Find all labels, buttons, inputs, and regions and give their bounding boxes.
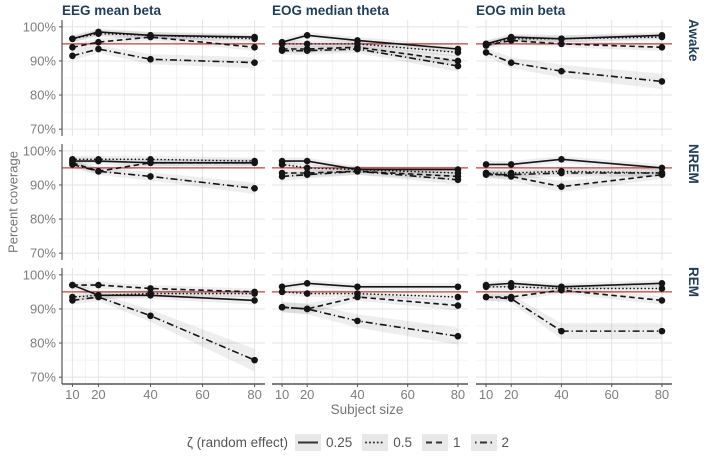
- svg-text:80: 80: [451, 387, 465, 402]
- svg-text:20: 20: [91, 387, 105, 402]
- facet-row-label-nrem: NREM: [686, 144, 701, 184]
- svg-text:100%: 100%: [23, 267, 57, 282]
- y-axis-title: Percent coverage: [5, 151, 21, 253]
- svg-text:20: 20: [504, 387, 518, 402]
- svg-text:80: 80: [655, 387, 669, 402]
- svg-text:90%: 90%: [30, 301, 56, 316]
- facet-row-label-rem: REM: [686, 267, 701, 297]
- facet-col-title-eog-min-beta: EOG min beta: [476, 3, 566, 18]
- legend-item-05: 0.5: [362, 434, 412, 451]
- svg-text:60: 60: [195, 387, 209, 402]
- dashed-line-key-icon: [422, 434, 449, 451]
- svg-text:100%: 100%: [23, 143, 57, 158]
- svg-text:80%: 80%: [30, 336, 56, 351]
- facet-col-title-eog-median-theta: EOG median theta: [272, 3, 390, 18]
- legend-title: ζ (random effect): [186, 435, 288, 450]
- svg-text:10: 10: [479, 387, 493, 402]
- svg-text:40: 40: [554, 387, 568, 402]
- legend-item-025: 0.25: [294, 434, 353, 451]
- facet-row-label-awake: Awake: [686, 19, 701, 62]
- svg-text:80: 80: [247, 387, 261, 402]
- svg-text:60: 60: [604, 387, 618, 402]
- legend-item-label: 0.5: [393, 435, 413, 450]
- svg-text:20: 20: [300, 387, 314, 402]
- svg-text:60: 60: [400, 387, 414, 402]
- legend-item-label: 0.25: [325, 435, 353, 450]
- svg-text:70%: 70%: [30, 246, 56, 261]
- facet-col-title-eeg-mean-beta: EEG mean beta: [62, 3, 162, 18]
- svg-text:70%: 70%: [30, 370, 56, 385]
- dashdot-line-key-icon: [470, 434, 497, 451]
- legend: ζ (random effect) 0.25 0.5 1 2: [0, 434, 706, 451]
- svg-text:70%: 70%: [30, 122, 56, 137]
- svg-text:80%: 80%: [30, 212, 56, 227]
- legend-item-label: 1: [453, 435, 461, 450]
- svg-text:10: 10: [275, 387, 289, 402]
- svg-text:80%: 80%: [30, 88, 56, 103]
- legend-item-2: 2: [470, 434, 510, 451]
- svg-text:100%: 100%: [23, 19, 57, 34]
- svg-text:40: 40: [143, 387, 157, 402]
- svg-text:90%: 90%: [30, 177, 56, 192]
- svg-text:10: 10: [65, 387, 79, 402]
- svg-text:90%: 90%: [30, 53, 56, 68]
- legend-item-label: 2: [501, 435, 510, 450]
- x-axis-title: Subject size: [330, 402, 404, 417]
- dotted-line-key-icon: [362, 434, 389, 451]
- svg-text:40: 40: [350, 387, 364, 402]
- solid-line-key-icon: [294, 434, 321, 451]
- legend-item-1: 1: [422, 434, 461, 451]
